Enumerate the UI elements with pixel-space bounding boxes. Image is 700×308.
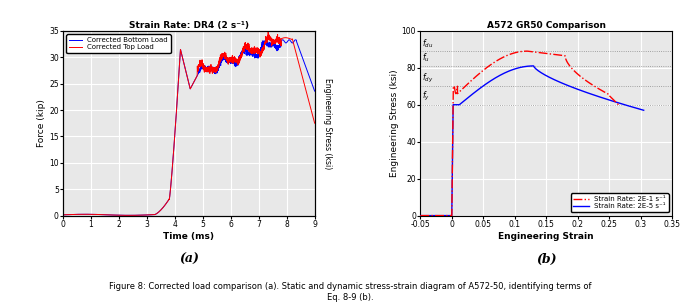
Legend: Corrected Bottom Load, Corrected Top Load: Corrected Bottom Load, Corrected Top Loa… — [66, 34, 171, 53]
Corrected Bottom Load — [59, 213, 67, 217]
Corrected Bottom Load — [285, 38, 293, 42]
Corrected Top Load — [102, 213, 111, 217]
Corrected Top Load — [88, 213, 96, 216]
Corrected Bottom Load — [167, 187, 175, 191]
Corrected Bottom Load — [88, 213, 96, 216]
Y-axis label: Engineering Stress (ksi): Engineering Stress (ksi) — [323, 78, 332, 169]
Corrected Top Load — [155, 209, 164, 213]
Corrected Top Load — [59, 213, 67, 217]
Corrected Top Load — [279, 36, 287, 40]
Text: $f_{du}$: $f_{du}$ — [421, 37, 433, 50]
Title: Strain Rate: DR4 (2 s⁻¹): Strain Rate: DR4 (2 s⁻¹) — [129, 21, 248, 30]
Corrected Top Load — [264, 30, 272, 33]
Text: (a): (a) — [179, 253, 199, 265]
Text: $f_{dy}$: $f_{dy}$ — [421, 72, 433, 85]
Text: (b): (b) — [536, 253, 557, 265]
Legend: Strain Rate: 2E-1 s⁻¹, Strain Rate: 2E-5 s⁻¹: Strain Rate: 2E-1 s⁻¹, Strain Rate: 2E-5… — [570, 193, 668, 212]
Corrected Top Load — [306, 103, 314, 107]
X-axis label: Engineering Strain: Engineering Strain — [498, 232, 594, 241]
Corrected Bottom Load — [279, 38, 287, 42]
Corrected Bottom Load — [125, 213, 133, 217]
Y-axis label: Force (kip): Force (kip) — [37, 99, 46, 147]
Corrected Bottom Load — [102, 213, 111, 217]
X-axis label: Time (ms): Time (ms) — [163, 232, 214, 241]
Text: $f_y$: $f_y$ — [421, 90, 430, 103]
Corrected Bottom Load — [155, 209, 164, 213]
Y-axis label: Engineering Stress (ksi): Engineering Stress (ksi) — [390, 69, 399, 177]
Corrected Bottom Load — [311, 89, 319, 93]
Line: Corrected Bottom Load: Corrected Bottom Load — [63, 40, 315, 215]
Text: $f_u$: $f_u$ — [421, 52, 430, 64]
Corrected Top Load — [167, 187, 175, 191]
Title: A572 GR50 Comparison: A572 GR50 Comparison — [486, 21, 606, 30]
Corrected Bottom Load — [306, 76, 314, 80]
Corrected Top Load — [125, 213, 133, 217]
Line: Corrected Top Load: Corrected Top Load — [63, 31, 315, 215]
Text: Figure 8: Corrected load comparison (a). Static and dynamic stress-strain diagra: Figure 8: Corrected load comparison (a).… — [108, 282, 592, 302]
Corrected Top Load — [311, 121, 319, 125]
